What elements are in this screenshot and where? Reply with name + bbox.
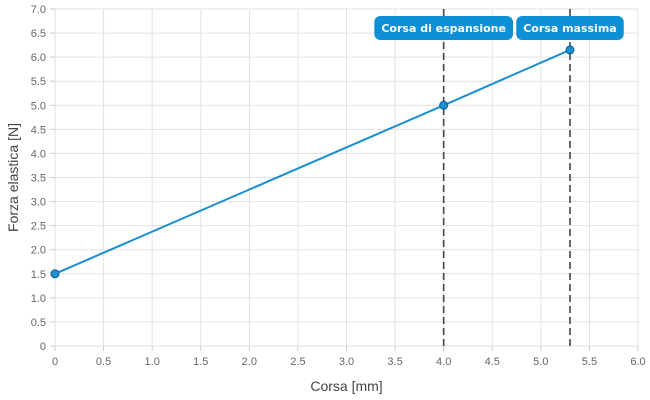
y-tick-label: 4.0 xyxy=(31,148,46,160)
y-tick-label: 4.5 xyxy=(31,124,46,136)
y-tick-label: 1.5 xyxy=(31,269,46,281)
x-tick-label: 0 xyxy=(52,356,58,368)
y-tick-label: 0.5 xyxy=(31,317,46,329)
y-axis-ticks: 0 0.5 1.0 1.5 2.0 2.5 3.0 3.5 4.0 4.5 5.0 5.5 6.0 6.5… xyxy=(31,4,46,353)
x-tick-label: 1.0 xyxy=(145,356,160,368)
annotation-badge-bg xyxy=(374,16,513,40)
x-axis-title: Corsa [mm] xyxy=(310,378,382,394)
x-tick-label: 5.0 xyxy=(533,356,548,368)
y-tick-label: 0 xyxy=(40,341,46,353)
x-tick-label: 1.5 xyxy=(193,356,208,368)
x-tick-label: 5.5 xyxy=(582,356,597,368)
annotation-badge-bg xyxy=(516,16,624,40)
y-tick-label: 1.0 xyxy=(31,293,46,305)
annotation-label: Corsa di espansione xyxy=(381,22,506,35)
x-tick-label: 4.5 xyxy=(485,356,500,368)
annotation-lines xyxy=(442,9,571,346)
x-tick-label: 2.5 xyxy=(290,356,305,368)
x-tick-label: 6.0 xyxy=(630,356,645,368)
x-tick-label: 0.5 xyxy=(96,356,111,368)
data-point xyxy=(50,269,60,279)
y-tick-label: 6.5 xyxy=(31,28,46,40)
y-tick-label: 2.0 xyxy=(31,245,46,257)
x-tick-label: 3.0 xyxy=(339,356,354,368)
y-axis-title: Forza elastica [N] xyxy=(5,123,21,232)
x-axis-ticks: 0 0.5 1.0 1.5 2.0 2.5 3.0 3.5 4.0 4.5 5.0 5.5 6.0 xyxy=(52,356,646,368)
series-layer xyxy=(50,45,575,279)
x-tick-label: 2.0 xyxy=(242,356,257,368)
y-tick-label: 7.0 xyxy=(31,4,46,16)
y-tick-label: 5.0 xyxy=(31,100,46,112)
y-tick-label: 6.0 xyxy=(31,52,46,64)
data-point xyxy=(565,45,575,55)
annotation-badges: Corsa di espansione Corsa massima xyxy=(374,16,624,40)
y-tick-label: 3.5 xyxy=(31,173,46,185)
x-tick-label: 3.5 xyxy=(387,356,402,368)
annotation-label: Corsa massima xyxy=(523,22,617,35)
y-tick-label: 5.5 xyxy=(31,76,46,88)
annotation-badge: Corsa di espansione xyxy=(374,16,513,40)
grid xyxy=(50,8,639,351)
data-point xyxy=(439,100,449,110)
x-tick-label: 4.0 xyxy=(436,356,451,368)
y-tick-label: 3.0 xyxy=(31,197,46,209)
annotation-badge: Corsa massima xyxy=(516,16,624,40)
y-tick-label: 2.5 xyxy=(31,221,46,233)
